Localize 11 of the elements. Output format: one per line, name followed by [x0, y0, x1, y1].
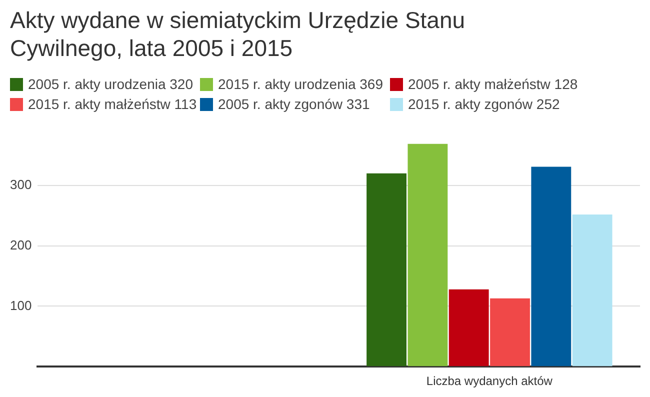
legend-label: 2005 r. akty małżeństw 128 — [408, 76, 578, 92]
y-tick-label: 100 — [10, 298, 32, 313]
chart-title: Akty wydane w siemiatyckim Urzędzie Stanu Cywilnego, lata 2005 i 2015 — [10, 6, 466, 62]
legend-label: 2015 r. akty urodzenia 369 — [218, 76, 384, 92]
legend-label: 2005 r. akty zgonów 331 — [218, 96, 370, 112]
y-tick-label: 200 — [10, 237, 32, 252]
legend-label: 2005 r. akty urodzenia 320 — [28, 76, 194, 92]
legend-label: 2015 r. akty małżeństw 113 — [28, 96, 197, 112]
legend-label: 2015 r. akty zgonów 252 — [408, 96, 560, 112]
y-tick-label: 300 — [10, 177, 32, 192]
x-tick-label: Liczba wydanych aktów — [426, 374, 553, 388]
